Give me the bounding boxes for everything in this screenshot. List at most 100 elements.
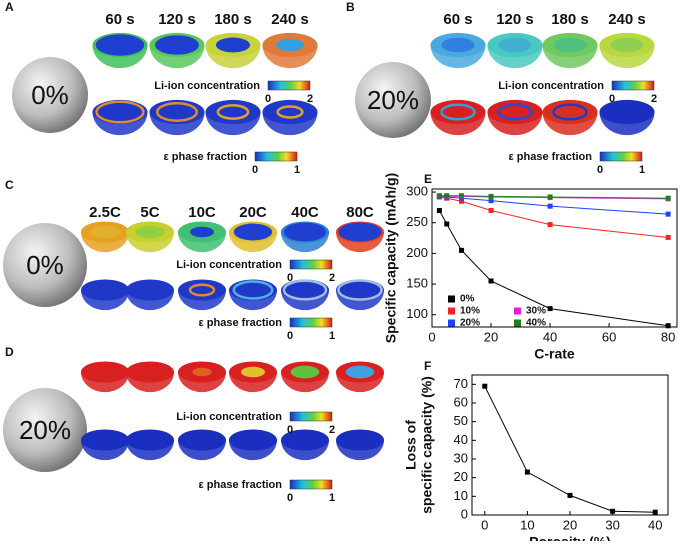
column-header: 5C [140, 204, 159, 221]
colorbar-title: Li-ion concentration [154, 80, 260, 92]
x-tick-label: 40 [648, 517, 662, 532]
colorbar-max: 2 [329, 272, 335, 284]
data-point [459, 247, 465, 253]
column-header: 60 s [443, 11, 472, 28]
hemisphere-top [542, 99, 598, 125]
ring [232, 280, 274, 300]
colorbar-max: 1 [639, 164, 645, 176]
ring [216, 104, 250, 120]
colorbar-max: 2 [651, 93, 657, 105]
column-header: 120 s [158, 11, 196, 28]
colorbar [611, 80, 655, 91]
x-tick-label: 0 [481, 517, 488, 532]
core [155, 35, 199, 55]
column-header: 80C [346, 204, 374, 221]
x-tick-label: 40 [543, 329, 557, 344]
ring [136, 283, 164, 297]
colorbar [289, 259, 333, 270]
data-point [547, 194, 553, 200]
ring [91, 283, 119, 297]
ring [276, 105, 304, 119]
colorbar-min: 0 [287, 424, 293, 436]
hemisphere-top [599, 99, 655, 125]
y-axis-title: Loss of [403, 420, 419, 470]
column-header: 120 s [496, 11, 534, 28]
y-tick-label: 100 [406, 306, 428, 321]
legend-swatch [514, 319, 521, 327]
data-point [652, 509, 658, 515]
colorbar [289, 411, 333, 422]
hemisphere-top [178, 429, 226, 451]
colorbar-min: 0 [287, 272, 293, 284]
y-tick-label: 60 [454, 394, 468, 409]
core [610, 37, 644, 53]
porosity-label: 20% [367, 85, 419, 115]
ring [239, 433, 267, 447]
colorbar-min: 0 [252, 164, 258, 176]
data-point [482, 383, 488, 389]
colorbar-min: 0 [287, 330, 293, 342]
colorbar-title: ε phase fraction [509, 151, 593, 163]
column-header: 180 s [214, 11, 252, 28]
hemisphere-top [336, 429, 384, 451]
hemisphere-top [126, 279, 174, 301]
core [283, 222, 327, 242]
particle [3, 223, 87, 307]
y-tick-label: 20 [454, 469, 468, 484]
colorbar-min: 0 [265, 93, 271, 105]
data-point [488, 193, 494, 199]
data-point [665, 195, 671, 201]
panel-label: F [424, 359, 431, 373]
column-header: 60 s [105, 11, 134, 28]
y-tick-label: 10 [454, 488, 468, 503]
core [498, 37, 532, 53]
core [233, 223, 273, 241]
ring [346, 433, 374, 447]
data-point [488, 278, 494, 284]
data-point [488, 207, 494, 213]
column-header: 240 s [271, 11, 309, 28]
hemisphere-top [229, 429, 277, 451]
ring [337, 279, 383, 301]
plot-frame [431, 188, 678, 328]
colorbar-title: Li-ion concentration [498, 80, 604, 92]
colorbar-max: 1 [329, 492, 335, 504]
x-tick-label: 0 [428, 329, 435, 344]
hemisphere-top [205, 99, 261, 125]
core [290, 365, 320, 379]
legend-swatch [448, 307, 455, 315]
core [192, 367, 212, 377]
panel-label: B [346, 0, 355, 14]
ring [440, 103, 476, 121]
column-header: 40C [291, 204, 319, 221]
data-point [444, 221, 450, 227]
data-point [547, 222, 553, 228]
x-tick-label: 80 [661, 329, 675, 344]
panel-label: C [5, 178, 14, 192]
y-tick-label: 200 [406, 245, 428, 260]
data-point [436, 193, 442, 199]
core [241, 366, 265, 378]
legend-swatch [514, 307, 521, 315]
colorbar-max: 1 [329, 330, 335, 342]
core [553, 37, 587, 53]
ring [155, 102, 199, 122]
core [338, 222, 382, 242]
x-tick-label: 10 [520, 517, 534, 532]
colorbar-max: 1 [294, 164, 300, 176]
data-point [524, 469, 530, 475]
data-point [665, 323, 671, 329]
ring [136, 433, 164, 447]
x-tick-label: 20 [563, 517, 577, 532]
data-point [459, 198, 465, 204]
particle [355, 62, 431, 138]
hemisphere-top [430, 99, 486, 125]
legend-swatch [448, 319, 455, 327]
colorbar [267, 80, 311, 91]
core [345, 365, 375, 379]
colorbar-max: 2 [329, 424, 335, 436]
data-point [436, 207, 442, 213]
data-point [547, 306, 553, 312]
legend-label: 30% [526, 306, 546, 317]
